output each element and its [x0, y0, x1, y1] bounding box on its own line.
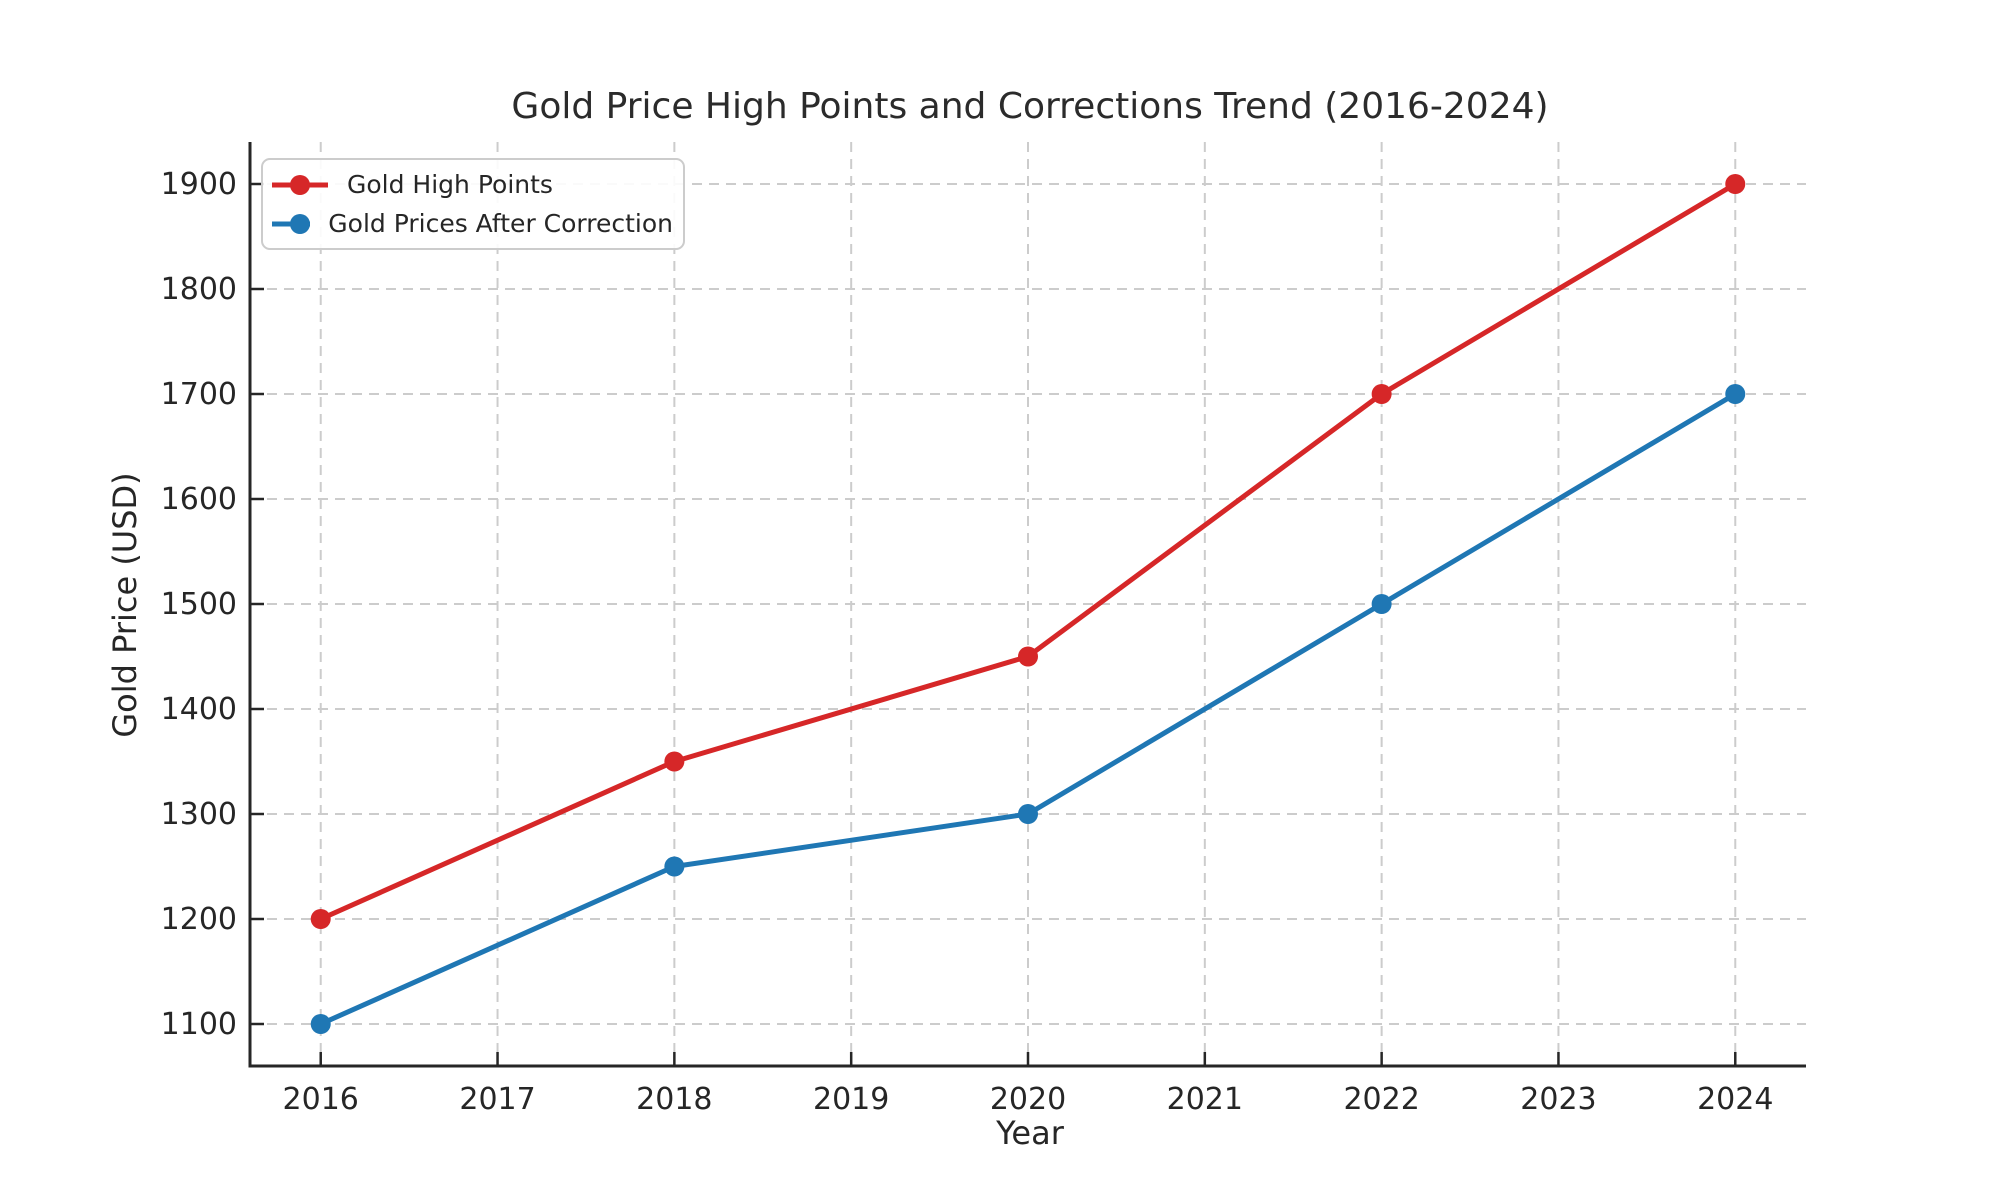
x-tick-label: 2023 [1520, 1082, 1596, 1117]
legend: Gold High Points Gold Prices After Correc… [261, 158, 685, 250]
legend-line-marker-swatch [272, 213, 311, 234]
legend-line-marker-swatch [272, 174, 328, 195]
y-tick-label: 1600 [161, 482, 237, 517]
legend-label: Gold Prices After Correction [328, 209, 673, 238]
y-tick-label: 1500 [161, 587, 237, 622]
chart-title: Gold Price High Points and Corrections T… [511, 86, 1549, 127]
x-axis-label: Year [996, 1114, 1064, 1152]
data-point-marker [1725, 384, 1746, 404]
y-axis-label: Gold Price (USD) [106, 472, 144, 738]
legend-swatch-dot [290, 213, 310, 234]
data-point-marker [664, 751, 685, 772]
data-point-marker [1371, 594, 1392, 614]
x-tick-label: 2016 [283, 1082, 359, 1117]
x-tick-label: 2018 [636, 1082, 712, 1117]
x-tick-label: 2022 [1343, 1082, 1419, 1117]
data-point-marker [310, 1014, 331, 1034]
y-tick-label: 1700 [161, 377, 237, 412]
data-point-marker [1371, 384, 1392, 404]
legend-item: Gold Prices After Correction [271, 209, 673, 238]
y-tick-label: 1300 [161, 797, 237, 832]
y-tick-label: 1200 [161, 902, 237, 937]
x-tick-label: 2024 [1697, 1082, 1773, 1117]
y-tick-label: 1100 [161, 1007, 237, 1042]
legend-label: Gold High Points [347, 170, 553, 199]
data-point-marker [1018, 804, 1038, 824]
y-tick-label: 1800 [161, 272, 237, 307]
data-point-marker [664, 856, 685, 877]
data-point-marker [1725, 174, 1746, 194]
x-tick-label: 2021 [1167, 1082, 1243, 1117]
legend-swatch-dot [290, 174, 310, 195]
x-tick-label: 2017 [459, 1082, 535, 1117]
y-tick-label: 1900 [161, 167, 237, 202]
x-tick-label: 2019 [813, 1082, 889, 1117]
y-tick-label: 1400 [161, 692, 237, 727]
data-point-marker [310, 909, 331, 929]
data-point-marker [1018, 646, 1038, 667]
x-tick-label: 2020 [990, 1082, 1066, 1117]
legend-item: Gold High Points [271, 170, 673, 199]
